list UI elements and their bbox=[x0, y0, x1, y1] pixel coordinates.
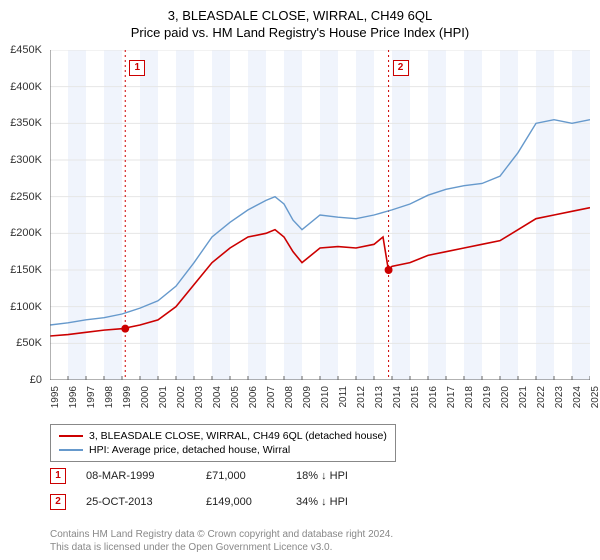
x-tick-label: 2008 bbox=[284, 386, 295, 408]
sale-marker-2: 2 bbox=[50, 494, 66, 510]
x-tick-label: 2013 bbox=[374, 386, 385, 408]
x-tick-label: 2001 bbox=[158, 386, 169, 408]
x-tick-label: 2003 bbox=[194, 386, 205, 408]
page-subtitle: Price paid vs. HM Land Registry's House … bbox=[0, 23, 600, 46]
x-tick-label: 1995 bbox=[50, 386, 61, 408]
y-tick-label: £100K bbox=[10, 301, 42, 313]
y-tick-label: £350K bbox=[10, 117, 42, 129]
chart-marker-2: 2 bbox=[393, 60, 409, 76]
legend-label: 3, BLEASDALE CLOSE, WIRRAL, CH49 6QL (de… bbox=[89, 430, 387, 442]
y-tick-label: £200K bbox=[10, 227, 42, 239]
x-tick-label: 2020 bbox=[500, 386, 511, 408]
x-tick-label: 2006 bbox=[248, 386, 259, 408]
y-tick-label: £150K bbox=[10, 264, 42, 276]
x-tick-label: 2024 bbox=[572, 386, 583, 408]
y-tick-label: £400K bbox=[10, 81, 42, 93]
x-tick-label: 2007 bbox=[266, 386, 277, 408]
legend: 3, BLEASDALE CLOSE, WIRRAL, CH49 6QL (de… bbox=[50, 424, 396, 462]
sale-date: 08-MAR-1999 bbox=[86, 470, 186, 482]
x-tick-label: 2010 bbox=[320, 386, 331, 408]
footer: Contains HM Land Registry data © Crown c… bbox=[50, 528, 393, 554]
footer-line-2: This data is licensed under the Open Gov… bbox=[50, 541, 393, 554]
sale-marker-1: 1 bbox=[50, 468, 66, 484]
x-axis: 1995 1996 1997 1998 1999 2000 2001 2002 2003 2004… bbox=[50, 382, 590, 422]
x-tick-label: 2015 bbox=[410, 386, 421, 408]
legend-item: HPI: Average price, detached house, Wirr… bbox=[59, 443, 387, 457]
x-tick-label: 2002 bbox=[176, 386, 187, 408]
page-title: 3, BLEASDALE CLOSE, WIRRAL, CH49 6QL bbox=[0, 0, 600, 23]
legend-swatch bbox=[59, 435, 83, 437]
x-tick-label: 1999 bbox=[122, 386, 133, 408]
x-tick-label: 2009 bbox=[302, 386, 313, 408]
sale-diff: 18% ↓ HPI bbox=[296, 470, 348, 482]
sale-price: £149,000 bbox=[206, 496, 276, 508]
footer-line-1: Contains HM Land Registry data © Crown c… bbox=[50, 528, 393, 541]
x-tick-label: 1997 bbox=[86, 386, 97, 408]
x-tick-label: 2000 bbox=[140, 386, 151, 408]
x-tick-label: 2011 bbox=[338, 386, 349, 408]
sale-row-2: 2 25-OCT-2013 £149,000 34% ↓ HPI bbox=[50, 494, 348, 510]
y-tick-label: £450K bbox=[10, 44, 42, 56]
y-tick-label: £0 bbox=[30, 374, 42, 386]
x-tick-label: 2004 bbox=[212, 386, 223, 408]
x-tick-label: 2021 bbox=[518, 386, 529, 408]
legend-swatch bbox=[59, 449, 83, 451]
x-tick-label: 2005 bbox=[230, 386, 241, 408]
y-tick-label: £250K bbox=[10, 191, 42, 203]
x-tick-label: 2019 bbox=[482, 386, 493, 408]
sale-diff: 34% ↓ HPI bbox=[296, 496, 348, 508]
legend-label: HPI: Average price, detached house, Wirr… bbox=[89, 444, 290, 456]
sale-row-1: 1 08-MAR-1999 £71,000 18% ↓ HPI bbox=[50, 468, 348, 484]
y-axis: £0£50K£100K£150K£200K£250K£300K£350K£400… bbox=[0, 50, 46, 380]
legend-item: 3, BLEASDALE CLOSE, WIRRAL, CH49 6QL (de… bbox=[59, 429, 387, 443]
x-tick-label: 2025 bbox=[590, 386, 600, 408]
x-tick-label: 1998 bbox=[104, 386, 115, 408]
x-tick-label: 2017 bbox=[446, 386, 457, 408]
x-tick-label: 2014 bbox=[392, 386, 403, 408]
chart-marker-1: 1 bbox=[129, 60, 145, 76]
y-tick-label: £50K bbox=[16, 337, 42, 349]
y-tick-label: £300K bbox=[10, 154, 42, 166]
x-tick-label: 2023 bbox=[554, 386, 565, 408]
x-tick-label: 2018 bbox=[464, 386, 475, 408]
x-tick-label: 2012 bbox=[356, 386, 367, 408]
x-tick-label: 2022 bbox=[536, 386, 547, 408]
sale-price: £71,000 bbox=[206, 470, 276, 482]
x-tick-label: 1996 bbox=[68, 386, 79, 408]
x-tick-label: 2016 bbox=[428, 386, 439, 408]
chart: 12 bbox=[50, 50, 590, 380]
sale-date: 25-OCT-2013 bbox=[86, 496, 186, 508]
